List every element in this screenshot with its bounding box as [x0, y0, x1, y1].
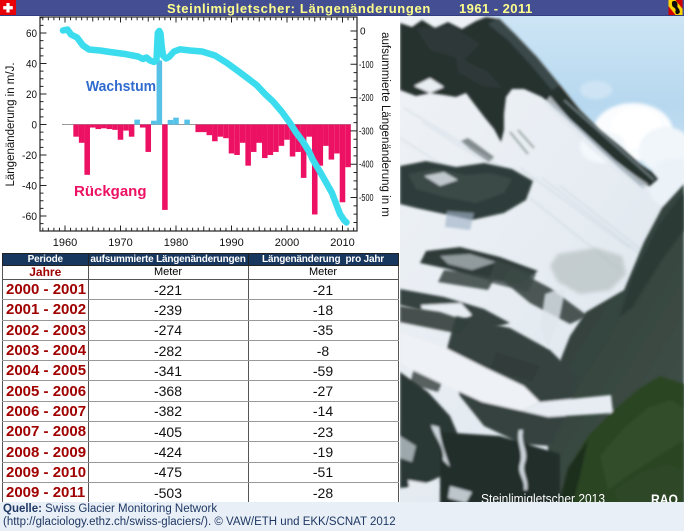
- svg-text:2010: 2010: [330, 237, 354, 249]
- svg-text:-20: -20: [22, 150, 37, 162]
- svg-text:-60: -60: [22, 211, 37, 223]
- svg-text:Wachstum: Wachstum: [86, 78, 156, 95]
- svg-text:-400: -400: [359, 160, 374, 171]
- svg-text:Rückgang: Rückgang: [74, 183, 147, 200]
- svg-text:aufsummierte Längenänderung in: aufsummierte Längenänderung in m: [379, 32, 391, 217]
- svg-text:Längenänderung in m/J.: Längenänderung in m/J.: [5, 62, 17, 186]
- svg-text:-40: -40: [22, 180, 37, 192]
- svg-text:40: 40: [26, 58, 37, 70]
- svg-text:1970: 1970: [108, 237, 132, 249]
- svg-text:1980: 1980: [164, 237, 188, 249]
- svg-text:-100: -100: [359, 60, 374, 71]
- svg-text:-500: -500: [359, 193, 374, 204]
- svg-text:-300: -300: [359, 126, 374, 137]
- svg-text:60: 60: [26, 28, 37, 40]
- svg-text:1990: 1990: [219, 237, 243, 249]
- svg-text:0: 0: [32, 119, 38, 131]
- svg-text:1960: 1960: [53, 237, 77, 249]
- svg-text:20: 20: [26, 89, 37, 101]
- svg-text:2000: 2000: [275, 237, 299, 249]
- svg-text:0: 0: [360, 27, 366, 38]
- svg-text:-200: -200: [359, 93, 374, 104]
